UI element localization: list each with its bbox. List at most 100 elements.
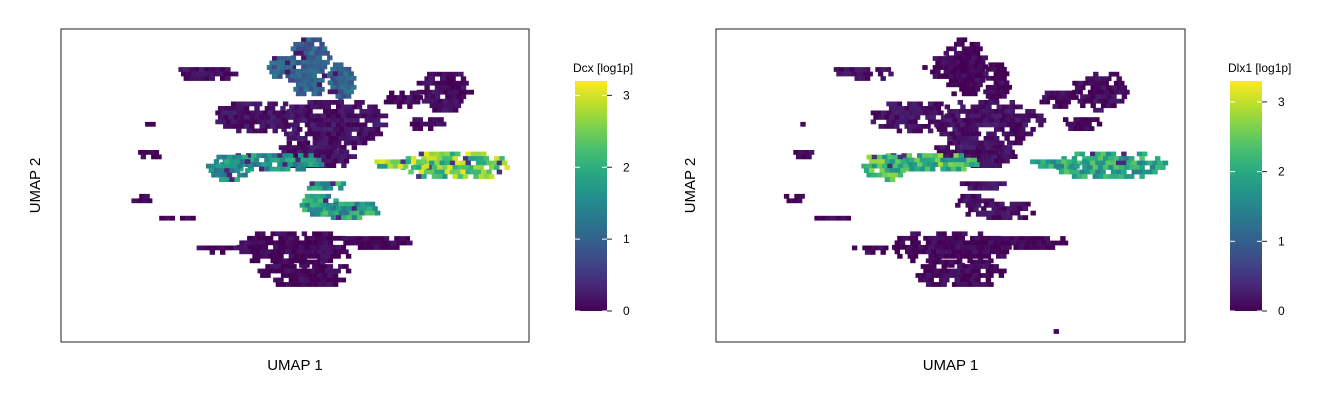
hex-cell [975,277,981,283]
hex-cell [293,268,300,274]
hex-cell [405,156,412,161]
hex-cell [450,103,456,109]
hex-cell [973,140,979,146]
hex-cell [1004,136,1010,141]
hex-cell [988,136,995,141]
hex-cell [296,273,302,278]
hex-cell [377,131,383,137]
hex-cell [233,115,239,120]
hex-cell [288,253,295,259]
hex-cell [262,119,268,125]
hex-cell [256,110,263,116]
hex-cell [286,282,292,287]
hex-cell [340,75,347,81]
hex-cell [248,166,254,172]
hex-cell [925,264,932,269]
hex-cell [420,121,426,127]
hex-cell [983,273,989,278]
hex-cell [478,165,484,170]
hex-cell [442,174,448,179]
hex-cell [973,149,979,155]
hex-cell [196,245,202,251]
hex-cell [292,162,299,167]
hex-cell [995,240,1001,246]
hex-cell [972,240,978,246]
hex-cell [943,50,949,56]
hex-cell [389,245,395,250]
hex-cell [289,145,295,150]
hex-cell [322,273,328,278]
hex-cell [452,174,458,179]
hex-cell [416,80,422,86]
hex-cell [294,145,300,150]
hex-cell [295,46,302,52]
hex-cell [951,46,957,52]
hex-cell [262,110,268,116]
hex-cell [994,149,1000,155]
hex-cell [901,110,908,116]
hex-cell [244,249,250,255]
hex-cell [306,185,313,191]
hex-cell [793,150,799,155]
hex-cell [241,244,248,250]
hex-cell [212,245,218,251]
hex-cell [1001,215,1008,220]
hex-cell [335,235,341,241]
hex-cell [972,82,978,88]
hex-cell [951,55,957,61]
hex-cell [267,268,274,274]
hex-cell [496,169,503,175]
hex-cell [948,56,954,61]
hex-cell [988,273,994,278]
hex-cell [232,154,238,160]
hex-cell [993,249,999,255]
hex-cell [1119,80,1125,86]
hex-cell [392,163,399,169]
hex-cell [338,149,344,155]
hex-cell [1030,159,1036,165]
hex-cell [316,157,322,163]
hex-cell [1053,329,1059,334]
hex-cell [297,118,303,123]
hex-cell [333,136,339,141]
hex-cell [928,253,934,259]
hex-cell [233,124,239,129]
hex-cell [351,84,357,90]
hex-cell [1103,165,1109,170]
hex-cell [338,100,344,105]
hex-cell [289,131,295,137]
hex-cell [1097,156,1104,161]
hex-cell [330,154,337,159]
hex-cell [999,109,1005,114]
hex-cell [267,101,273,107]
hex-cell [266,153,273,158]
hex-cell [859,76,866,81]
hex-cell [275,115,281,120]
hex-cell [257,268,263,274]
hex-cell [223,106,229,111]
hex-cell [1001,131,1008,137]
hex-cell [299,259,305,265]
hex-cell [256,153,262,158]
hex-cell [1121,169,1127,175]
hex-cell [912,110,918,116]
hex-cell [1069,169,1075,175]
hex-cell [985,75,992,81]
hex-cell [918,244,924,250]
hex-cell [332,62,339,68]
hex-cell [332,282,339,287]
hex-cell [910,240,916,246]
hex-cell [183,67,189,72]
hex-cell [923,277,929,283]
hex-cell [219,168,225,173]
hex-cell [407,104,413,109]
hex-cell [433,117,439,122]
hex-cell [275,282,282,287]
y-axis-label: UMAP 2 [27,158,44,214]
hex-cell [276,118,282,123]
hex-cell [291,136,298,141]
hex-cell [964,86,970,92]
hex-cell [270,240,276,246]
hex-cell [879,159,885,164]
hex-cell [386,240,392,246]
